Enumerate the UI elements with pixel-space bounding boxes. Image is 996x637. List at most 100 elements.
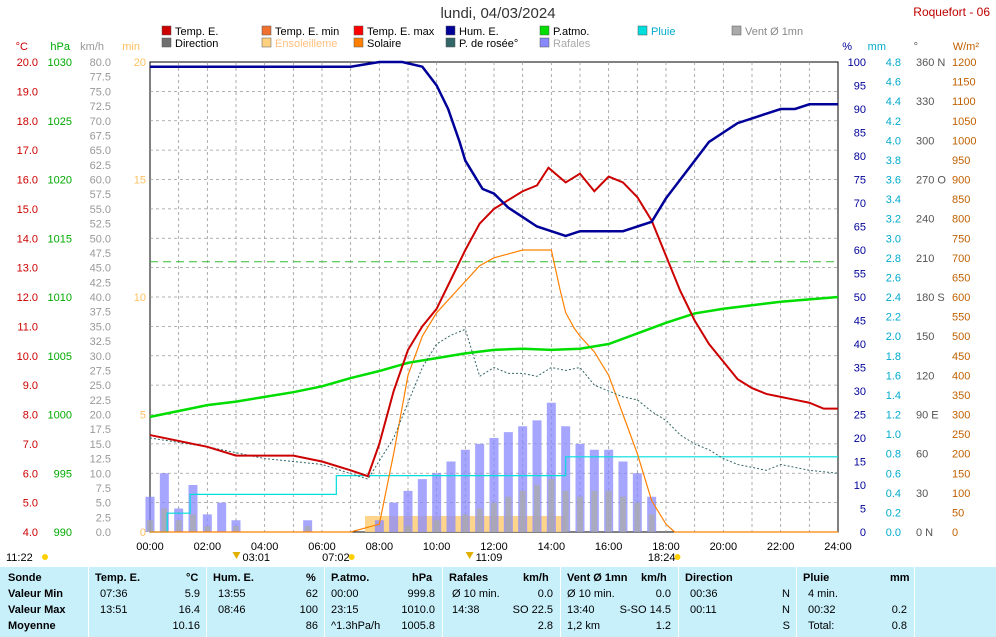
stats-cell-hum-v: 86 (305, 620, 318, 632)
x-tick: 06:00 (308, 541, 336, 553)
dir-axis-unit: ° (914, 41, 918, 53)
solar-tick: 850 (952, 194, 970, 206)
wind-bar (519, 490, 526, 532)
wind-bar (534, 485, 540, 532)
sunset-icon (674, 554, 681, 560)
patm-tick: 1030 (48, 57, 72, 69)
rain-tick: 2.6 (886, 272, 901, 284)
legend-swatch (731, 25, 742, 36)
wind-bar (562, 490, 569, 532)
wind-tick: 52.5 (90, 219, 111, 231)
wind-tick: 77.5 (90, 72, 111, 84)
solar-tick: 1100 (952, 96, 976, 108)
solar-tick: 150 (952, 468, 970, 480)
stats-cell-dir-t: 00:36 (690, 588, 718, 600)
rain-tick: 1.8 (886, 351, 901, 363)
sun-tick: 10 (134, 292, 146, 304)
stats-header-sonde: Sonde (8, 572, 42, 584)
stats-cell-label: Moyenne (8, 620, 56, 632)
solar-tick: 500 (952, 331, 970, 343)
gust-bar (446, 461, 456, 532)
rain-tick: 2.0 (886, 331, 901, 343)
solar-tick: 1200 (952, 57, 976, 69)
hum-tick: 5 (860, 504, 866, 516)
gust-bar (374, 520, 384, 532)
weather-chart: 20.0 19.0 18.0 17.0 16.0 15.0 14.0 13.0 12.0 11.0… (6, 25, 979, 564)
wind-tick: 50.0 (90, 233, 111, 245)
x-tick: 16:00 (595, 541, 623, 553)
wind-tick: 72.5 (90, 101, 111, 113)
legend-label: Direction (175, 38, 218, 50)
rain-tick: 3.0 (886, 233, 901, 245)
dir-tick: 60 (916, 449, 928, 461)
rain-line (150, 456, 838, 533)
x-tick: 10:00 (423, 541, 451, 553)
wind-tick: 25.0 (90, 380, 111, 392)
sun-axis-unit: min (122, 41, 140, 53)
solar-tick: 400 (952, 370, 970, 382)
legend-label: Temp. E. min (275, 26, 339, 38)
stats-header-temp: Temp. E. (95, 572, 141, 584)
x-tick: 02:00 (194, 541, 222, 553)
legend-swatch (353, 25, 364, 36)
stats-cell-patm-v: 999.8 (407, 588, 435, 600)
stats-cell-gust-t: 14:38 (452, 604, 480, 616)
wind-tick: 75.0 (90, 86, 111, 98)
wind-tick: 45.0 (90, 263, 111, 275)
legend-label: Rafales (553, 38, 591, 50)
temp-tick: 11.0 (17, 321, 38, 333)
wind-tick: 10.0 (90, 468, 111, 480)
hum-tick: 55 (854, 269, 866, 281)
gust-bar (217, 502, 227, 532)
solar-tick: 450 (952, 351, 970, 363)
stats-cell-dir-v: S (782, 620, 790, 632)
wind-tick: 35.0 (90, 321, 111, 333)
temp-line (149, 166, 838, 478)
solar-tick: 900 (952, 175, 970, 187)
legend-swatch (637, 25, 648, 36)
wind-tick: 55.0 (90, 204, 111, 216)
solar-tick: 1000 (952, 135, 976, 147)
dir-tick: 30 (916, 488, 928, 500)
stats-cell-rain-t: Total: (808, 620, 835, 632)
wind-tick: 2.5 (96, 512, 111, 524)
stats-cell-temp-t: 13:51 (100, 604, 128, 616)
stats-cell-wind-t: 1,2 km (567, 620, 601, 632)
legend-swatch (539, 25, 550, 36)
temp-tick: 7.0 (23, 439, 38, 451)
stats-divider (796, 565, 797, 637)
moonset-icon (465, 552, 474, 559)
patm-tick: 1000 (48, 410, 72, 422)
stats-header-patm: P.atmo. (331, 572, 370, 584)
solar-tick: 50 (952, 507, 964, 519)
stats-cell-dir-v: N (782, 604, 790, 616)
solar-tick: 600 (952, 292, 970, 304)
rain-tick: 3.4 (886, 194, 901, 206)
solar-tick: 100 (952, 488, 970, 500)
solar-tick: 200 (952, 449, 970, 461)
wind-tick: 30.0 (90, 351, 111, 363)
stats-divider (914, 565, 915, 637)
legend-label: Solaire (367, 38, 401, 50)
wind-bar (161, 508, 168, 532)
wind-tick: 70.0 (90, 116, 111, 128)
wind-bar (147, 520, 153, 532)
temp-tick: 20.0 (17, 57, 38, 69)
stats-divider (678, 565, 679, 637)
stats-cell-temp-v: 5.9 (184, 588, 200, 600)
wind-bar (505, 496, 512, 532)
stats-cell-dir-v: N (782, 588, 790, 600)
stats-header-temp-unit: °C (186, 572, 199, 584)
wind-bar (605, 490, 612, 532)
x-tick: 20:00 (710, 541, 738, 553)
wind-axis-unit: km/h (80, 41, 104, 53)
rain-tick: 0.8 (886, 449, 901, 461)
sun-tick: 20 (134, 57, 146, 69)
rain-tick: 1.2 (886, 410, 901, 422)
stats-header-wind-unit: km/h (641, 572, 667, 584)
stats-cell-patm-t: ^1.3hPa/h (331, 620, 381, 632)
hum-tick: 40 (854, 339, 866, 351)
x-tick: 04:00 (251, 541, 279, 553)
wind-bar (548, 479, 555, 532)
stats-header-rain-unit: mm (890, 572, 910, 584)
